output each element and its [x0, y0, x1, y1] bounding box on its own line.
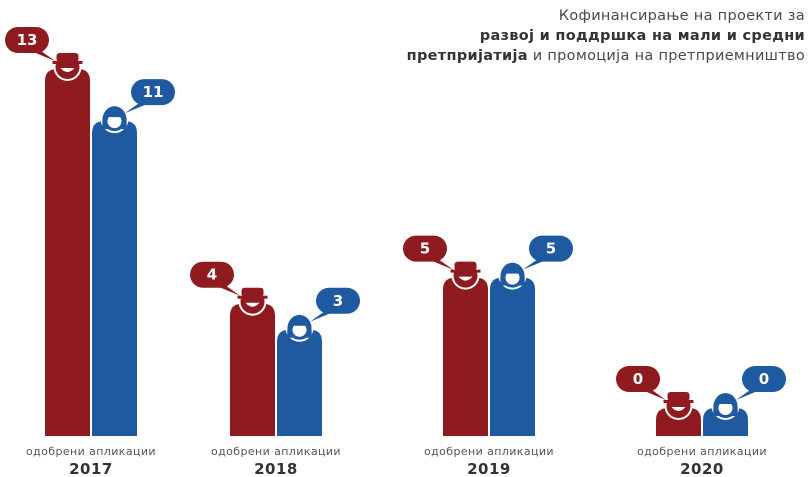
x-tick-label: 2017 [69, 460, 113, 477]
bar-body [656, 408, 701, 436]
bar-body [277, 329, 322, 436]
bar-2019-series-2 [490, 261, 535, 436]
data-label: 0 [759, 370, 769, 388]
data-label: 11 [143, 83, 164, 101]
male-person-icon [237, 287, 268, 316]
data-label: 13 [17, 31, 38, 49]
data-label-bubble: 11 [125, 79, 175, 114]
x-tick-label: 2019 [467, 460, 511, 477]
female-person-icon [711, 392, 740, 420]
data-label: 0 [633, 370, 643, 388]
bar-2017-series-2 [92, 105, 137, 437]
data-label: 4 [207, 266, 217, 284]
data-label-bubble: 0 [736, 366, 786, 400]
category-label: одобрени апликации [637, 445, 767, 458]
data-label-bubble: 3 [310, 287, 360, 322]
data-label-bubble: 5 [403, 235, 453, 270]
bar-body [45, 69, 90, 436]
bar-body [490, 277, 535, 436]
title-line-3-rest: и промоција на претприемништво [527, 48, 805, 64]
bar-2019-series-1 [443, 261, 488, 436]
bar-2017-series-1 [45, 53, 90, 436]
bar-body [230, 303, 275, 436]
male-person-icon [450, 261, 481, 290]
data-label: 5 [420, 240, 430, 258]
bar-body [92, 121, 137, 437]
category-label: одобрени апликации [211, 445, 341, 458]
bar-2020-series-2 [703, 392, 748, 436]
bar-2018-series-1 [230, 287, 275, 436]
category-label: одобрени апликации [26, 445, 156, 458]
chart-title: Кофинансирање на проекти за развој и под… [285, 6, 805, 66]
x-tick-label: 2018 [254, 460, 298, 477]
bar-2020-series-1 [656, 392, 701, 436]
data-label-bubble: 5 [523, 235, 573, 270]
x-tick-label: 2020 [680, 460, 724, 477]
title-line-1: Кофинансирање на проекти за [558, 8, 805, 24]
title-line-2: развој и поддршка на мали и средни [479, 28, 805, 44]
bar-2018-series-2 [277, 313, 322, 436]
data-label-bubble: 4 [190, 261, 240, 296]
male-person-icon [663, 392, 694, 420]
female-person-icon [100, 105, 129, 134]
category-label: одобрени апликации [424, 445, 554, 458]
data-label-bubble: 0 [616, 366, 666, 400]
data-label: 3 [333, 292, 343, 310]
bar-body [443, 277, 488, 436]
data-label-bubble: 13 [5, 27, 55, 61]
female-person-icon [498, 261, 527, 290]
data-label: 5 [546, 240, 556, 258]
title-line-3-bold: претпријатија [406, 48, 528, 64]
female-person-icon [285, 313, 314, 342]
male-person-icon [52, 53, 83, 81]
